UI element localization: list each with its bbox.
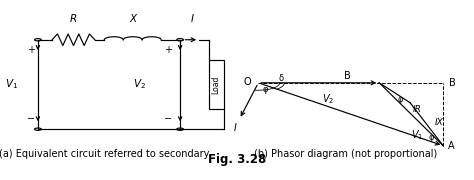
Bar: [209, 60, 224, 109]
Text: (b) Phasor diagram (not proportional): (b) Phasor diagram (not proportional): [255, 149, 438, 159]
Text: φ: φ: [398, 95, 403, 104]
Text: IR: IR: [412, 105, 421, 114]
Text: +: +: [164, 45, 172, 55]
Text: −: −: [164, 114, 173, 124]
Text: $V_1$: $V_1$: [5, 78, 18, 91]
Text: B: B: [449, 78, 456, 88]
Text: Load: Load: [212, 75, 220, 94]
Text: (a) Equivalent circuit referred to secondary: (a) Equivalent circuit referred to secon…: [0, 149, 210, 159]
Text: φ: φ: [428, 133, 434, 142]
Text: R: R: [70, 14, 77, 24]
Text: I: I: [191, 14, 193, 24]
Text: Fig. 3.28: Fig. 3.28: [208, 153, 266, 166]
Text: φ: φ: [263, 85, 268, 94]
Text: $V_2$: $V_2$: [322, 92, 334, 106]
Text: O: O: [244, 77, 251, 87]
Text: δ: δ: [279, 74, 283, 83]
Text: −: −: [27, 114, 35, 124]
Text: B: B: [344, 71, 351, 81]
Text: X: X: [129, 14, 137, 24]
Text: A: A: [448, 141, 455, 151]
Text: $V_2$: $V_2$: [133, 78, 146, 91]
Text: $V_1$: $V_1$: [411, 129, 423, 142]
Text: +: +: [27, 45, 35, 55]
Text: I: I: [234, 123, 237, 133]
Text: IX: IX: [435, 118, 444, 127]
